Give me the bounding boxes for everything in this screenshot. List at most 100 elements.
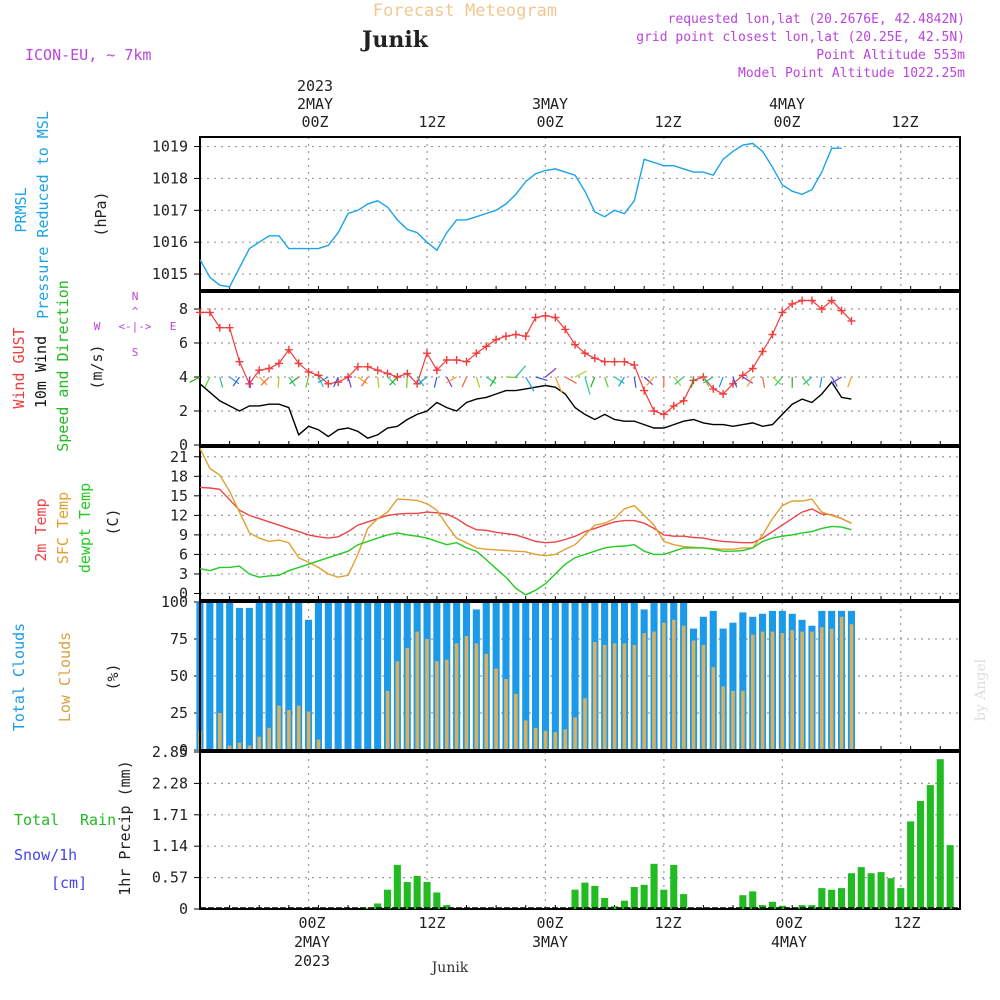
wind-speed-line bbox=[199, 380, 852, 439]
wind-direction-label: Speed and Direction bbox=[54, 280, 72, 452]
low-cloud-bar bbox=[820, 627, 824, 750]
precip-unit: 1hr Precip (mm) bbox=[116, 760, 134, 895]
wind-direction-arrow bbox=[774, 376, 783, 387]
precip-labels: Total Rain Snow/1h [cm] 1hr Precip (mm) bbox=[14, 760, 134, 895]
temp-sfc-line bbox=[199, 447, 852, 578]
top-axis-day-3: 3MAY bbox=[532, 95, 568, 113]
cloud-unit: (%) bbox=[104, 663, 122, 690]
low-cloud-bar bbox=[672, 619, 676, 750]
bottom-axis-day-5: 4MAY bbox=[771, 933, 807, 951]
wind-direction-arrow bbox=[590, 376, 596, 388]
precip-frame bbox=[199, 751, 961, 910]
temp-unit: (C) bbox=[104, 508, 122, 535]
low-cloud-bar bbox=[543, 730, 548, 750]
wind-direction-arrow bbox=[819, 376, 823, 388]
low-cloud-bar bbox=[751, 634, 755, 750]
temp-tick-label: 9 bbox=[179, 526, 188, 544]
wind-panel: 0 2 4 6 8 bbox=[179, 291, 961, 454]
wind-direction-arrow bbox=[289, 376, 300, 385]
clouds-tick-label: 25 bbox=[170, 704, 188, 722]
low-cloud-bar bbox=[652, 631, 656, 750]
precip-bar bbox=[403, 882, 411, 909]
low-cloud-bar bbox=[514, 693, 518, 750]
precip-bar bbox=[630, 887, 638, 909]
precip-bar bbox=[907, 821, 915, 909]
total-cloud-bar bbox=[364, 602, 372, 750]
precip-bar bbox=[739, 895, 747, 909]
low-cloud-bar bbox=[780, 633, 785, 750]
top-axis-hour-6: 12Z bbox=[891, 113, 918, 131]
low-cloud-bar bbox=[494, 668, 498, 750]
wind-direction-arrow bbox=[604, 376, 609, 388]
cloud-labels: Total Clouds Low Clouds (%) bbox=[10, 623, 122, 731]
low-cloud-bar bbox=[237, 742, 242, 750]
precip-panel: 0 0.57 1.14 1.71 2.28 2.85 bbox=[152, 743, 961, 918]
precip-bar bbox=[936, 759, 944, 909]
temp-tick-label: 6 bbox=[179, 545, 188, 563]
precip-bar bbox=[838, 888, 846, 909]
low-clouds-label: Low Clouds bbox=[56, 632, 74, 722]
wind-gust-marker bbox=[847, 316, 856, 325]
location-title: Junik bbox=[360, 27, 429, 53]
wind-gust-marker bbox=[393, 373, 402, 381]
low-cloud-bar bbox=[385, 690, 390, 750]
wind-direction-arrow bbox=[485, 376, 497, 384]
wind-direction-arrow bbox=[317, 376, 324, 388]
wind-direction-arrow bbox=[446, 376, 453, 388]
low-cloud-bar bbox=[681, 625, 686, 750]
wind-direction-arrow bbox=[305, 376, 310, 388]
total-cloud-bar bbox=[739, 612, 747, 750]
total-cloud-bar bbox=[532, 602, 540, 750]
low-cloud-bar bbox=[790, 630, 794, 750]
low-cloud-bar bbox=[829, 628, 834, 750]
total-cloud-bar bbox=[571, 602, 579, 750]
wind-gust-marker bbox=[807, 296, 816, 305]
precip-bar bbox=[413, 875, 421, 909]
total-cloud-bar bbox=[334, 602, 342, 750]
wind-direction-arrow bbox=[387, 376, 397, 386]
bottom-axis-hour-4: 12Z bbox=[654, 914, 681, 932]
wind-direction-arrow bbox=[489, 376, 497, 387]
wind-gust-marker bbox=[620, 357, 629, 366]
compass-west: W bbox=[94, 320, 101, 333]
bottom-axis-year: 2023 bbox=[294, 952, 330, 970]
bottom-axis-hour-2: 12Z bbox=[418, 914, 445, 932]
pressure-label-2: Pressure Reduced to MSL bbox=[34, 111, 52, 319]
wind-gust-marker bbox=[215, 323, 224, 332]
low-cloud-bar bbox=[612, 643, 617, 750]
pressure-label-1: PRMSL bbox=[12, 187, 30, 232]
total-cloud-bar bbox=[245, 607, 253, 750]
wind-gust-marker bbox=[274, 359, 283, 368]
low-cloud-bar bbox=[849, 624, 854, 750]
wind-gust-marker bbox=[501, 332, 510, 341]
temp-frame bbox=[199, 446, 961, 601]
wind-gust-marker bbox=[324, 379, 333, 388]
wind-gust-line bbox=[200, 299, 852, 416]
wind-gust-marker bbox=[432, 366, 441, 375]
temp-labels: 2m Temp SFC Temp dewpt Temp (C) bbox=[32, 483, 122, 573]
wind-direction-arrow bbox=[746, 376, 754, 387]
wind-direction-arrow bbox=[258, 376, 268, 386]
pressure-panel: 1015 1016 1017 1018 1019 bbox=[152, 136, 961, 291]
total-cloud-bar bbox=[314, 602, 322, 750]
low-cloud-bar bbox=[484, 653, 489, 750]
wind-direction-arrow bbox=[618, 376, 625, 387]
total-cloud-bar bbox=[305, 619, 313, 750]
wind-direction-arrow bbox=[718, 376, 724, 388]
low-cloud-bar bbox=[701, 644, 706, 750]
wind-direction-arrow bbox=[674, 376, 685, 385]
temp-tick-label: 0 bbox=[179, 584, 188, 602]
low-cloud-bar bbox=[622, 643, 627, 750]
low-cloud-bar bbox=[395, 661, 400, 750]
top-axis-day-1: 2MAY bbox=[297, 95, 333, 113]
precip-bar bbox=[443, 905, 451, 909]
wind-frame bbox=[199, 291, 961, 446]
precip-bar bbox=[818, 888, 826, 909]
wind-gust-marker bbox=[768, 330, 777, 339]
pressure-tick-label: 1017 bbox=[152, 201, 188, 219]
wind-direction-arrow bbox=[248, 376, 251, 388]
model-altitude: Model Point Altitude 1022.25m bbox=[738, 66, 965, 81]
low-cloud-bar bbox=[257, 736, 261, 750]
wind-direction-arrow bbox=[417, 376, 428, 385]
compass-north: N bbox=[132, 290, 139, 303]
